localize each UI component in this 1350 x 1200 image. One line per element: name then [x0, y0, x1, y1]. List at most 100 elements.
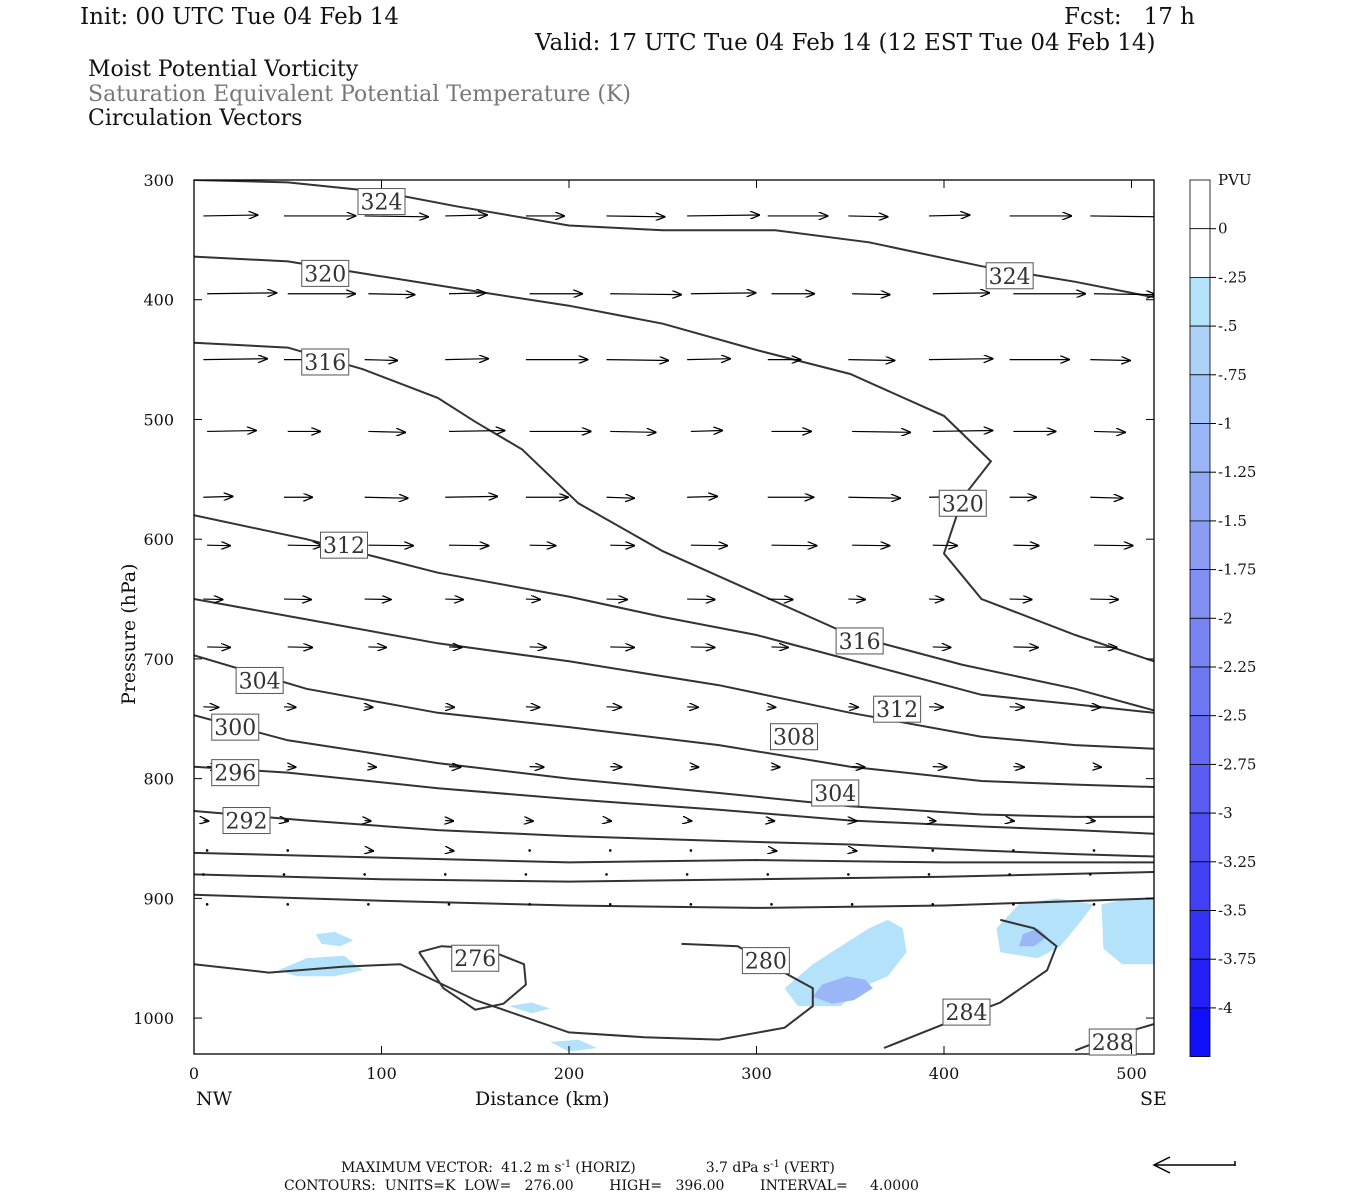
circulation-vector	[932, 431, 993, 432]
circulation-vector	[1093, 294, 1154, 295]
contour-label: 308	[773, 726, 815, 751]
contour-line-292	[194, 810, 1154, 858]
circulation-vector	[445, 599, 463, 600]
y-tick-label: 700	[143, 650, 174, 669]
y-tick-label: 600	[143, 530, 174, 549]
circulation-vector	[610, 431, 655, 432]
circulation-vector	[448, 293, 485, 294]
circulation-vector	[368, 545, 413, 546]
circulation-vector	[1013, 545, 1038, 546]
contour-line-296	[194, 765, 1154, 835]
y-tick-label: 800	[143, 770, 174, 789]
colorbar-swatch	[1189, 910, 1211, 960]
contour-line-308	[194, 598, 1154, 750]
circulation-vector	[1090, 707, 1100, 708]
circulation-vector	[1013, 767, 1023, 768]
contour-label-box	[451, 944, 500, 972]
contour-line-312	[194, 514, 1154, 714]
circulation-vector	[529, 647, 547, 648]
circulation-vector	[1094, 767, 1101, 768]
circulation-vector	[287, 647, 312, 648]
vector-dot	[286, 903, 290, 906]
circulation-vector	[932, 293, 989, 294]
contour-label-box	[211, 759, 260, 787]
circulation-vector	[932, 767, 947, 768]
contour-label-box	[357, 188, 406, 216]
circulation-vector	[203, 821, 208, 822]
plot-frame	[193, 179, 1155, 1055]
y-tick-label: 300	[143, 171, 174, 190]
circulation-vector	[526, 821, 533, 822]
footer: MAXIMUM VECTOR: 41.2 m s-1 (HORIZ) 3.7 dPa …	[284, 1156, 1236, 1194]
vector-dot	[770, 903, 773, 906]
contour-label: 316	[839, 630, 881, 655]
circulation-vector	[1090, 216, 1154, 217]
colorbar-label: -1.25	[1218, 463, 1256, 481]
colorbar-swatch	[1189, 423, 1211, 473]
circulation-vector	[445, 215, 487, 216]
circulation-vector	[529, 545, 556, 546]
x-tick-label: 400	[929, 1064, 960, 1083]
circulation-vector	[207, 647, 230, 648]
circulation-vector	[607, 821, 612, 822]
colorbar-swatch	[1189, 1007, 1211, 1058]
circulation-vector	[771, 647, 788, 648]
pv-region-1	[812, 976, 873, 1004]
circulation-vector	[1090, 599, 1118, 600]
colorbar-label: 0	[1218, 220, 1228, 238]
colorbar-swatch	[1189, 520, 1211, 571]
y-tick-label: 500	[143, 410, 174, 429]
colorbar-label: -2	[1218, 609, 1233, 627]
circulation-vector	[445, 821, 453, 822]
colorbar-title: PVU	[1218, 171, 1252, 189]
circulation-vector	[848, 707, 858, 708]
title-mpv: Moist Potential Vorticity	[88, 57, 359, 82]
circulation-vector	[932, 545, 957, 546]
circulation-vector	[525, 599, 540, 600]
contour-label: 320	[942, 492, 984, 517]
vector-dot	[205, 903, 209, 906]
circulation-vector	[690, 545, 727, 546]
vector-dot	[931, 903, 935, 906]
colorbar-swatch	[1189, 228, 1211, 278]
circulation-vector	[368, 647, 386, 648]
valid-time: Valid: 17 UTC Tue 04 Feb 14 (12 EST Tue …	[535, 30, 1156, 56]
contour-label-box	[301, 259, 350, 287]
colorbar-swatch	[1189, 179, 1211, 230]
circulation-vector	[364, 360, 398, 361]
reference-arrowhead-icon	[1152, 1156, 1171, 1174]
circulation-vector	[203, 599, 222, 600]
contour-label-box	[235, 666, 284, 694]
circulation-vector	[848, 599, 865, 600]
contour-label-box	[1088, 1028, 1137, 1056]
vector-dot	[927, 873, 931, 876]
circulation-vector	[772, 767, 780, 768]
pv-region-8	[550, 1039, 598, 1052]
circulation-vector	[445, 707, 454, 708]
vector-dot	[1092, 849, 1096, 852]
pv-region-6	[315, 931, 354, 947]
title-theta-es: Saturation Equivalent Potential Temperat…	[88, 82, 631, 107]
circulation-vector	[529, 767, 544, 768]
vector-dot	[447, 903, 451, 906]
contour-label: 296	[214, 762, 256, 787]
circulation-vector	[365, 707, 373, 708]
contour-line-300	[194, 714, 1154, 818]
contour-line-280	[194, 942, 814, 1041]
circulation-vector	[1010, 821, 1014, 822]
contour-label: 304	[239, 669, 281, 694]
contour-label: 312	[876, 698, 918, 723]
vector-dot	[850, 903, 854, 906]
init-time: Init: 00 UTC Tue 04 Feb 14	[80, 4, 400, 30]
circulation-vector	[283, 599, 311, 600]
contour-label-box	[942, 998, 991, 1026]
x-tick-label: 0	[189, 1064, 199, 1083]
contour-label: 292	[226, 810, 268, 835]
vector-dot	[524, 873, 528, 876]
colorbar-swatch	[1189, 325, 1211, 376]
circulation-vector	[606, 497, 635, 498]
vector-dot	[689, 849, 693, 852]
colorbar-label: -1.75	[1218, 561, 1256, 579]
circulation-vector	[687, 707, 698, 708]
